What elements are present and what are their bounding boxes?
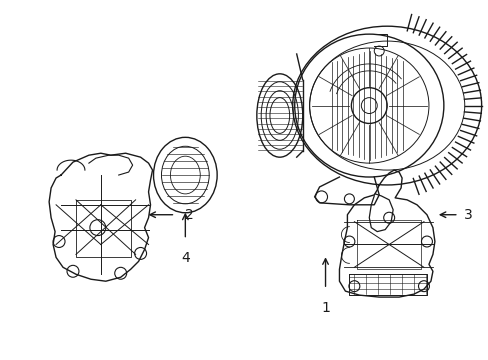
Text: 2: 2 <box>185 208 194 222</box>
Text: 3: 3 <box>463 208 471 222</box>
Text: 1: 1 <box>321 301 329 315</box>
Text: 4: 4 <box>181 251 189 265</box>
